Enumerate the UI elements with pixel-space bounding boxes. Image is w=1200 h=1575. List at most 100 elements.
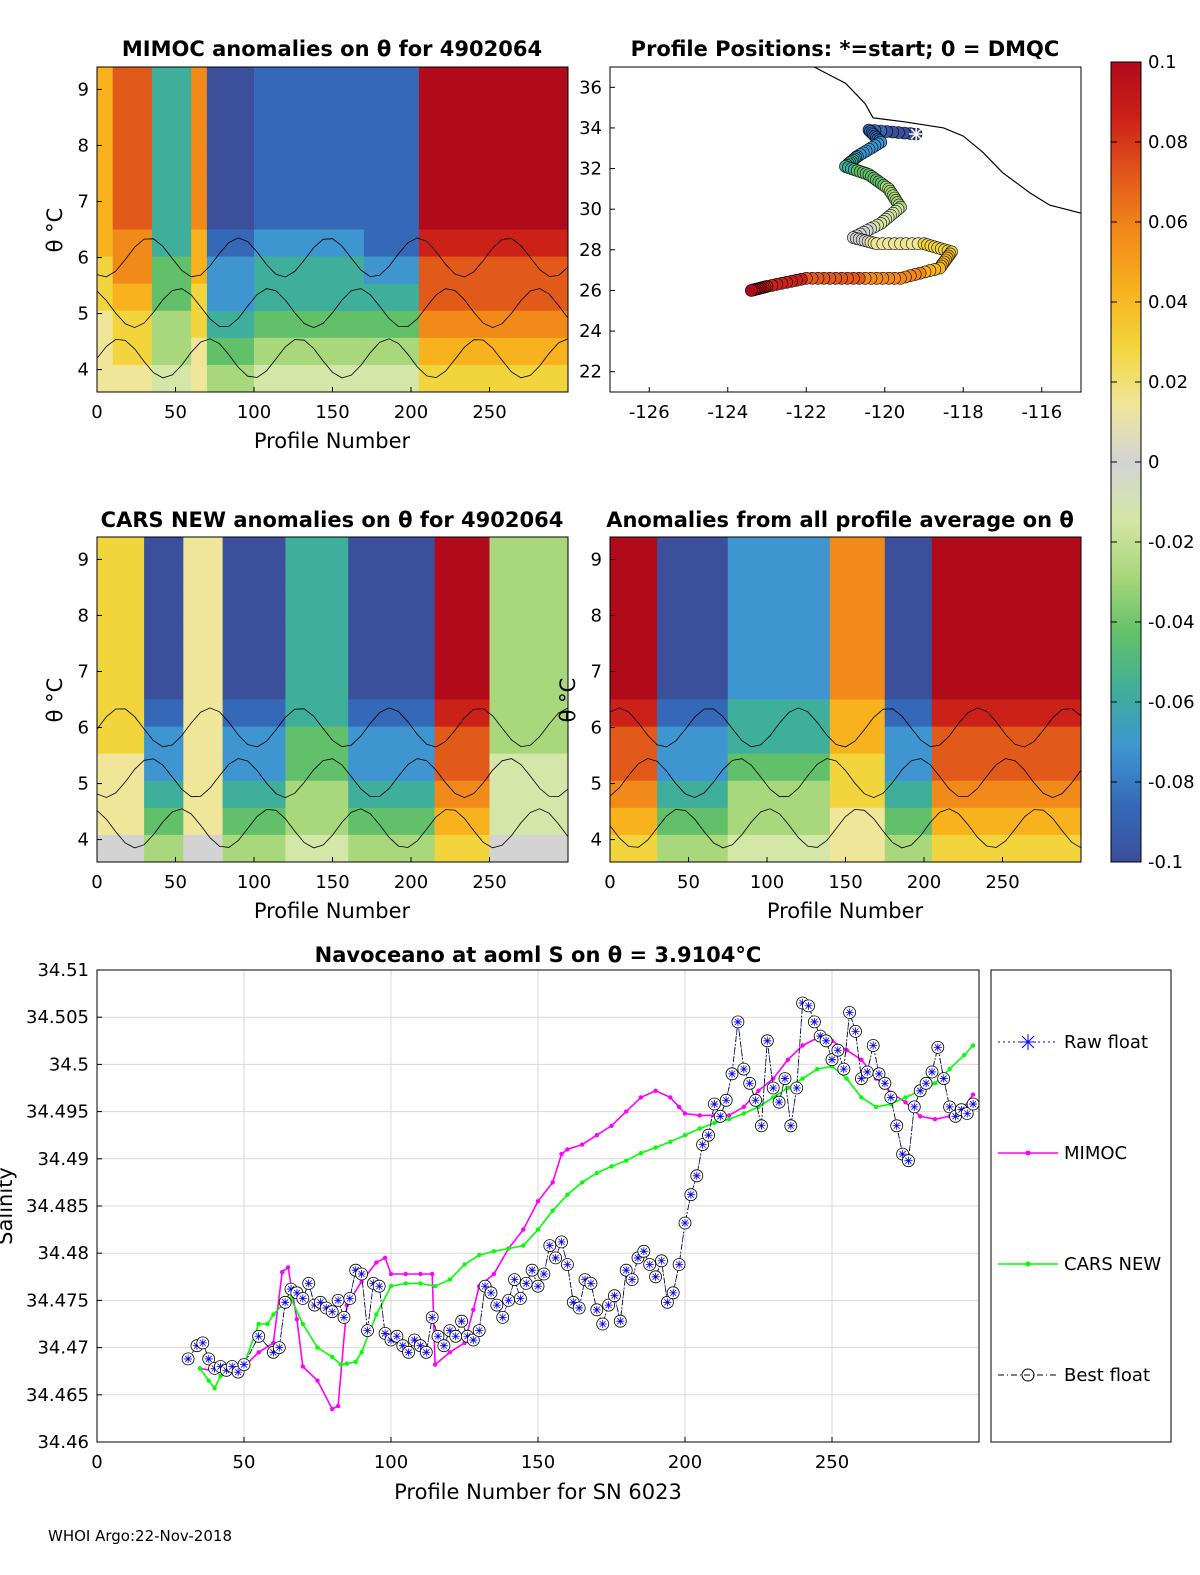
- raw-float-marker: [292, 1288, 301, 1297]
- heatmap-cell: [97, 337, 114, 366]
- raw-float-marker: [969, 1100, 978, 1109]
- raw-float-marker: [692, 1171, 701, 1180]
- positions-axes-box: [609, 66, 1082, 393]
- mimoc-point: [256, 1350, 261, 1355]
- heatmap-cell: [183, 780, 224, 809]
- heatmap-cell: [884, 726, 933, 755]
- heatmap-cell: [254, 94, 365, 122]
- raw-float-marker: [628, 1275, 637, 1284]
- mimoc-point: [403, 1271, 408, 1277]
- raw-float-marker: [192, 1341, 201, 1350]
- heatmap-cell: [657, 780, 729, 809]
- heatmap-cell: [727, 591, 831, 619]
- raw-float-marker: [751, 1096, 760, 1105]
- positions-map: [744, 66, 1082, 297]
- heatmap-cell: [363, 229, 420, 258]
- raw-float-marker: [392, 1332, 401, 1341]
- heatmap-cell: [884, 618, 933, 646]
- raw-float-marker: [933, 1043, 942, 1052]
- raw-float-marker: [639, 1247, 648, 1256]
- heatmap-cell: [434, 699, 490, 728]
- heatmap-cell: [151, 229, 192, 258]
- heatmap-cell: [727, 753, 831, 782]
- x-tick-label: -124: [707, 402, 748, 423]
- heatmap-cell: [254, 175, 365, 203]
- y-tick-label: 6: [591, 718, 602, 739]
- heatmap-cell: [489, 699, 568, 728]
- heatmap-cell: [434, 537, 490, 565]
- heatmap-cell: [183, 726, 224, 755]
- heatmap-cell: [97, 537, 145, 565]
- raw-float-marker: [810, 1017, 819, 1026]
- heatmap-cell: [183, 645, 224, 673]
- heatmap-cell: [363, 202, 420, 230]
- heatmap-cell: [285, 726, 349, 755]
- raw-float-marker: [710, 1100, 719, 1109]
- mimoc-point: [388, 1271, 394, 1277]
- raw-float-marker: [763, 1036, 772, 1045]
- mimoc-point: [550, 1180, 555, 1185]
- raw-float-marker: [686, 1190, 695, 1199]
- contour-line: [610, 758, 1081, 799]
- raw-float-marker: [375, 1282, 384, 1291]
- heatmap-cell: [363, 175, 420, 203]
- heatmap-cell: [144, 726, 184, 755]
- cars-point: [432, 1284, 438, 1289]
- y-tick-label: 7: [78, 191, 89, 212]
- legend-entry-cars: CARS NEW: [998, 1254, 1161, 1275]
- raw-float-marker: [669, 1288, 678, 1297]
- raw-float-marker: [851, 1027, 860, 1036]
- cars-point: [682, 1133, 688, 1138]
- raw-float-marker: [951, 1112, 960, 1121]
- y-tick-label: 30: [579, 199, 602, 220]
- raw-float-marker: [722, 1096, 731, 1105]
- heatmap-cell: [97, 202, 114, 230]
- raw-float-marker: [945, 1102, 954, 1111]
- heatmap-cell: [144, 807, 184, 836]
- heatmap-cell: [183, 537, 224, 565]
- heatmap-cell: [727, 780, 831, 809]
- raw-float-marker: [522, 1279, 531, 1288]
- raw-float-marker: [498, 1313, 507, 1322]
- heatmap-cell: [97, 699, 145, 728]
- legend-entry-mimoc: MIMOC: [998, 1143, 1127, 1164]
- heatmap-cell: [657, 807, 729, 836]
- raw-float-marker: [463, 1332, 472, 1341]
- mimoc-point: [447, 1350, 452, 1355]
- raw-float-marker: [398, 1341, 407, 1350]
- mimoc-point: [932, 1117, 938, 1122]
- raw-float-marker: [228, 1362, 237, 1371]
- cars-point: [353, 1359, 358, 1365]
- mimoc-axes: 0 50 100 150 200 250 4 5 6 7 8 9: [78, 79, 507, 423]
- raw-float-marker: [681, 1218, 689, 1227]
- cars-xlabel: Profile Number: [254, 899, 411, 923]
- heatmap-cell: [206, 229, 255, 258]
- cars-point: [338, 1362, 344, 1367]
- raw-float-marker: [339, 1313, 348, 1322]
- heatmap-cell: [191, 256, 208, 285]
- mimoc-point: [638, 1095, 644, 1100]
- heatmap-cell: [222, 591, 286, 619]
- y-tick-label: 34.495: [26, 1102, 89, 1123]
- heatmap-cell: [144, 834, 184, 862]
- raw-float-marker: [381, 1329, 390, 1338]
- heatmap-cell: [206, 364, 255, 392]
- cars-point: [609, 1164, 614, 1169]
- legend-cars-label: CARS NEW: [1064, 1254, 1161, 1275]
- legend-best-marker: [1021, 1368, 1035, 1382]
- colorbar-tick-label: 0.06: [1148, 212, 1188, 233]
- heatmap-cell: [610, 618, 658, 646]
- cars-point: [624, 1158, 629, 1163]
- heatmap-cell: [884, 807, 933, 836]
- heatmap-cell: [144, 699, 184, 728]
- heatmap-cell: [829, 780, 886, 809]
- heatmap-cell: [829, 807, 886, 836]
- y-tick-label: 36: [579, 77, 602, 98]
- legend-best-label: Best float: [1064, 1365, 1150, 1386]
- x-tick-label: 250: [985, 872, 1019, 893]
- heatmap-cell: [610, 780, 658, 809]
- colorbar-tick-label: 0.02: [1148, 372, 1188, 393]
- heatmap-cell: [657, 699, 729, 728]
- mimoc-point: [285, 1265, 291, 1270]
- heatmap-cell: [97, 672, 145, 700]
